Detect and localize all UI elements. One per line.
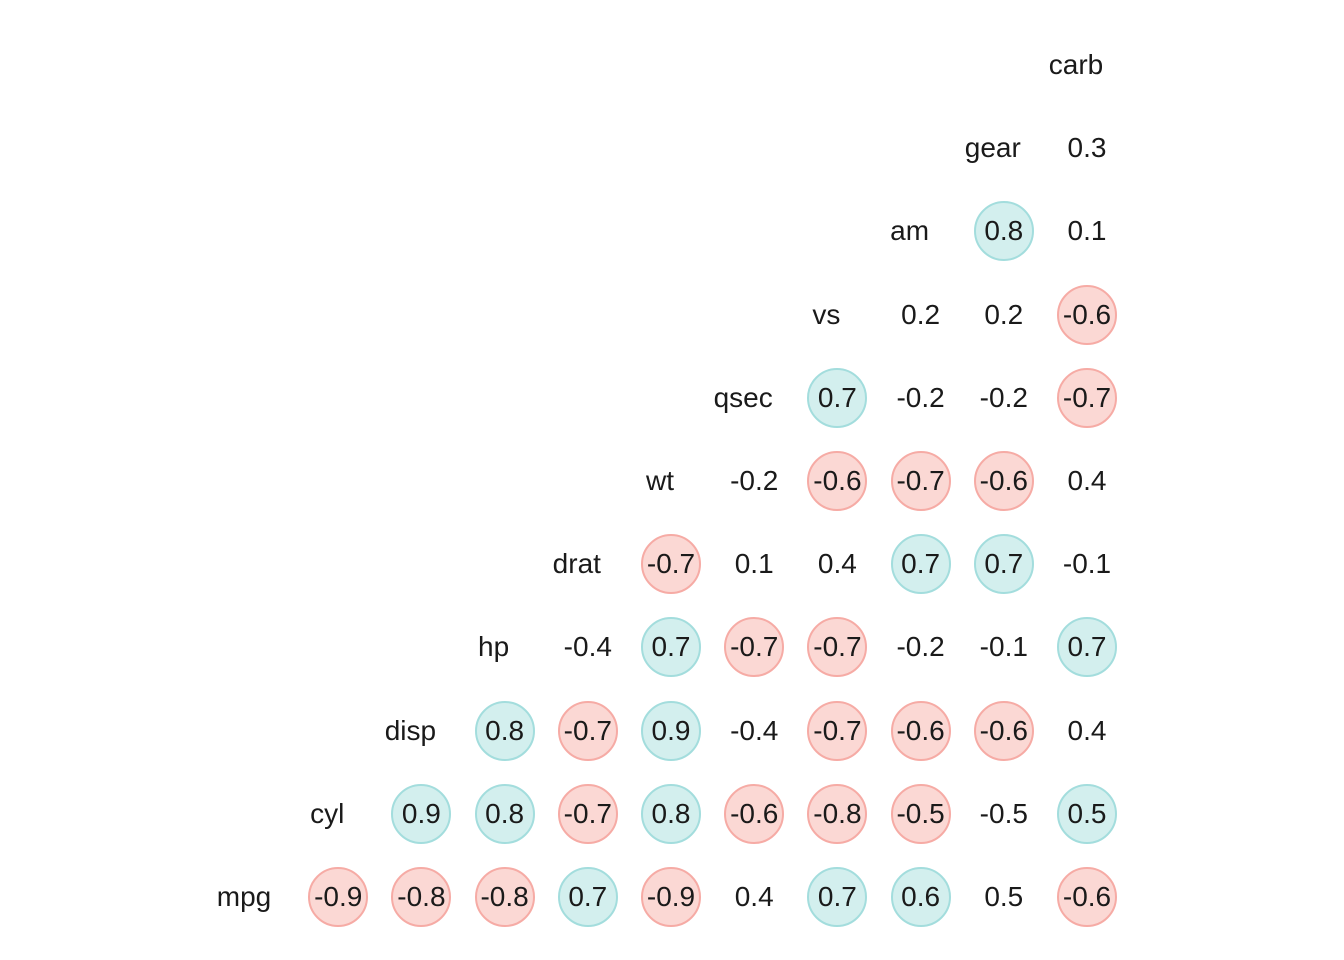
corr-cell-mpg-disp: -0.8 [391,867,452,927]
corr-cell-wt-vs: -0.6 [807,451,868,511]
corr-cell-qsec-vs: 0.7 [807,367,868,428]
corr-cell-mpg-vs: 0.7 [807,867,868,927]
corr-cell-am-carb: 0.1 [1067,215,1107,247]
corr-cell-mpg-gear: 0.5 [984,881,1024,912]
corr-cell-disp-gear: -0.6 [973,700,1034,761]
corr-cell-drat-wt: -0.7 [641,534,701,595]
corr-cell-cyl-drat: -0.7 [557,783,618,844]
corr-cell-vs-am: 0.2 [901,298,941,330]
corr-cell-cyl-wt: 0.8 [641,783,701,844]
corr-cell-drat-qsec: 0.1 [734,548,774,580]
variable-label-am: am [890,215,930,247]
corr-cell-hp-am: -0.2 [896,631,945,663]
corr-cell-mpg-qsec: 0.4 [734,881,774,912]
corr-cell-mpg-carb: -0.6 [1057,867,1117,927]
corr-cell-qsec-am: -0.2 [896,381,945,413]
corr-cell-mpg-drat: 0.7 [557,867,618,927]
corr-cell-mpg-wt: -0.9 [641,867,701,927]
variable-label-vs: vs [812,298,841,330]
corr-cell-drat-vs: 0.4 [817,548,857,580]
corr-cell-disp-qsec: -0.4 [730,714,779,746]
corr-cell-cyl-carb: 0.5 [1057,783,1117,844]
corr-cell-drat-gear: 0.7 [973,534,1034,595]
corr-cell-drat-carb: -0.1 [1062,548,1112,580]
corr-cell-disp-hp: 0.8 [474,700,535,761]
corr-cell-disp-drat: -0.7 [557,700,618,761]
corr-cell-vs-gear: 0.2 [984,298,1024,330]
corr-cell-hp-wt: 0.7 [641,617,701,678]
variable-label-hp: hp [478,631,510,663]
corr-cell-mpg-am: 0.6 [890,867,951,927]
variable-label-gear: gear [964,132,1021,164]
corr-cell-mpg-cyl: -0.9 [308,867,369,927]
corr-cell-hp-gear: -0.1 [979,631,1028,663]
variable-label-cyl: cyl [310,797,345,829]
corr-cell-disp-vs: -0.7 [807,700,868,761]
corr-cell-cyl-qsec: -0.6 [724,783,785,844]
corr-cell-drat-am: 0.7 [890,534,951,595]
corr-cell-cyl-disp: 0.9 [391,783,452,844]
corr-cell-gear-carb: 0.3 [1067,132,1107,164]
corr-cell-hp-carb: 0.7 [1057,617,1117,678]
corr-cell-hp-drat: -0.4 [563,631,612,663]
corr-cell-cyl-gear: -0.5 [979,797,1028,829]
variable-label-carb: carb [1048,49,1104,80]
corr-cell-mpg-hp: -0.8 [474,867,535,927]
corr-cell-qsec-carb: -0.7 [1057,367,1117,428]
variable-label-wt: wt [646,465,674,496]
corr-cell-wt-gear: -0.6 [973,451,1034,511]
corr-cell-am-gear: 0.8 [973,201,1034,262]
corr-cell-hp-qsec: -0.7 [724,617,785,678]
corr-cell-hp-vs: -0.7 [807,617,868,678]
variable-label-mpg: mpg [216,881,272,912]
corr-cell-qsec-gear: -0.2 [979,381,1028,413]
corr-cell-cyl-vs: -0.8 [807,783,868,844]
variable-label-qsec: qsec [713,381,773,413]
corr-cell-disp-am: -0.6 [890,700,951,761]
corr-cell-vs-carb: -0.6 [1057,284,1117,345]
corr-cell-wt-carb: 0.4 [1067,465,1107,496]
corr-cell-wt-am: -0.7 [890,451,951,511]
corr-cell-cyl-hp: 0.8 [474,783,535,844]
corr-cell-cyl-am: -0.5 [890,783,951,844]
corr-cell-disp-carb: 0.4 [1067,714,1107,746]
corr-cell-disp-wt: 0.9 [641,700,701,761]
corr-cell-wt-qsec: -0.2 [730,465,779,496]
variable-label-disp: disp [384,714,437,746]
variable-label-drat: drat [552,548,601,580]
